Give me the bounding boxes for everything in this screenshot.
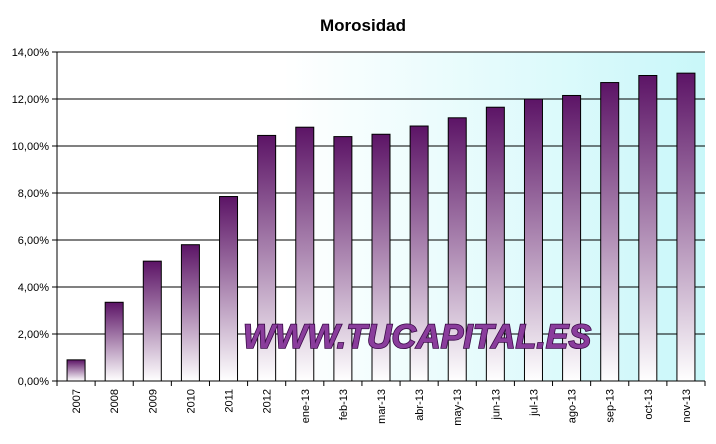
y-tick-label: 12,00% — [12, 94, 50, 106]
y-tick-label: 2,00% — [18, 329, 49, 341]
x-tick-label: 2008 — [109, 389, 121, 413]
chart-title: Morosidad — [320, 16, 406, 35]
y-tick-label: 0,00% — [18, 376, 49, 388]
x-tick-label: mar-13 — [376, 389, 388, 424]
bar-2011 — [219, 196, 239, 382]
x-tick-label: 2007 — [71, 389, 83, 413]
bar-2009 — [142, 260, 162, 382]
x-tick-label: 2012 — [262, 389, 274, 413]
x-tick-label: jul-13 — [528, 389, 540, 417]
bars — [66, 72, 696, 382]
bar-2010 — [180, 244, 200, 382]
y-tick-label: 4,00% — [18, 282, 49, 294]
x-tick-label: feb-13 — [338, 389, 350, 420]
x-tick-label: may-13 — [452, 389, 464, 426]
x-tick-label: nov-13 — [681, 389, 693, 423]
y-tick-label: 10,00% — [12, 141, 50, 153]
bar-oct-13 — [638, 75, 658, 382]
bar-2007 — [66, 359, 86, 382]
x-tick-label: ene-13 — [300, 389, 312, 423]
y-tick-label: 8,00% — [18, 188, 49, 200]
x-tick-label: ago-13 — [567, 389, 579, 423]
x-tick-label: jun-13 — [490, 389, 502, 421]
axes — [56, 52, 705, 382]
y-tick-label: 14,00% — [12, 47, 50, 59]
x-tick-label: abr-13 — [414, 389, 426, 421]
x-axis-ticks: 2007 2008 2009 2010 2011 2012 ene-13 feb-13 mar-… — [56, 381, 706, 426]
x-tick-label: oct-13 — [643, 389, 655, 420]
bar-2008 — [104, 301, 124, 382]
x-tick-label: 2010 — [185, 389, 197, 413]
bar-nov-13 — [676, 72, 696, 382]
bar-sep-13 — [600, 82, 620, 382]
x-tick-label: 2011 — [224, 389, 236, 413]
y-axis-ticks: 0,00% 2,00% 4,00% 6,00% 8,00% 10,00% 12,00% 14,… — [12, 47, 57, 388]
y-tick-label: 6,00% — [18, 235, 49, 247]
x-tick-label: sep-13 — [605, 389, 617, 423]
watermark-text: WWW.TUCAPITAL.ES — [243, 318, 591, 356]
x-tick-label: 2009 — [147, 389, 159, 413]
